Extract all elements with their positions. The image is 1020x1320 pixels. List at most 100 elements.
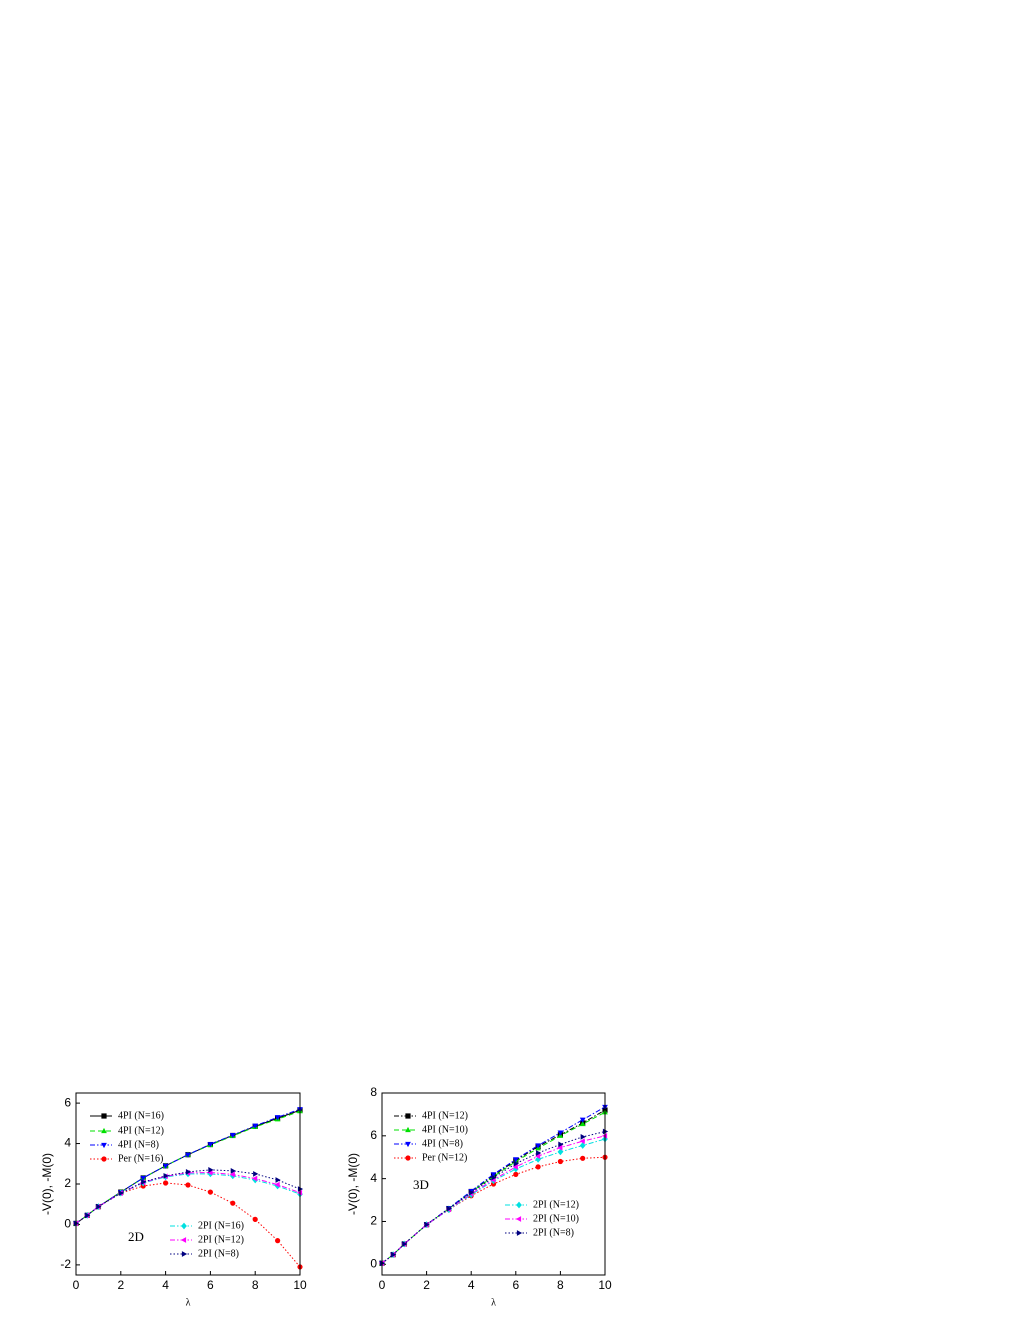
y-axis-label: -V(0), -M(0)	[346, 1153, 360, 1215]
marker	[557, 1158, 563, 1165]
y-tick-label: -2	[60, 1257, 71, 1271]
annotation: 2D	[128, 1229, 144, 1244]
marker	[557, 1148, 564, 1156]
marker	[536, 1150, 542, 1156]
x-tick-label: 2	[117, 1278, 124, 1292]
marker	[140, 1175, 147, 1182]
marker	[275, 1238, 281, 1244]
legend-label: 2PI (N=8)	[198, 1248, 239, 1259]
legend-marker	[181, 1222, 187, 1230]
legend-label: 2PI (N=12)	[533, 1199, 579, 1210]
x-tick-label: 8	[252, 1278, 259, 1292]
marker	[579, 1117, 586, 1123]
x-tick-label: 10	[293, 1278, 307, 1292]
series-line	[382, 1131, 605, 1264]
y-tick-label: 2	[64, 1176, 71, 1190]
marker	[512, 1164, 518, 1170]
y-tick-label: 4	[370, 1171, 377, 1185]
legend-label: 4PI (N=12)	[422, 1110, 468, 1121]
legend-marker	[101, 1113, 107, 1119]
legend-label: 2PI (N=10)	[533, 1213, 579, 1224]
marker	[141, 1179, 147, 1185]
marker	[252, 1123, 259, 1129]
marker	[252, 1175, 258, 1182]
marker	[229, 1132, 236, 1139]
legend-label: 4PI (N=10)	[422, 1124, 468, 1135]
x-tick-label: 0	[379, 1278, 386, 1292]
marker	[274, 1115, 281, 1121]
x-tick-label: 6	[207, 1278, 214, 1292]
marker	[602, 1128, 609, 1135]
marker	[580, 1155, 586, 1161]
legend-label: Per (N=16)	[118, 1153, 163, 1164]
y-tick-label: 0	[64, 1217, 71, 1231]
marker	[252, 1216, 258, 1222]
marker	[253, 1171, 259, 1177]
marker	[491, 1174, 497, 1181]
marker	[85, 1212, 91, 1219]
marker	[601, 1132, 608, 1139]
marker	[490, 1172, 497, 1178]
series-line	[382, 1106, 605, 1264]
x-tick-label: 8	[557, 1278, 564, 1292]
x-tick-label: 10	[598, 1278, 612, 1292]
legend-marker	[180, 1237, 187, 1243]
marker	[513, 1171, 519, 1177]
marker	[185, 1169, 192, 1175]
legend-marker	[405, 1155, 411, 1161]
marker	[379, 1260, 386, 1267]
legend-marker	[405, 1113, 411, 1119]
y-tick-label: 6	[370, 1128, 377, 1142]
marker	[96, 1203, 102, 1210]
x-axis-label: λ	[186, 1297, 191, 1308]
series-line	[76, 1108, 300, 1224]
x-tick-label: 2	[423, 1278, 430, 1292]
legend-label: 2PI (N=12)	[198, 1234, 244, 1245]
marker	[579, 1120, 586, 1127]
marker	[402, 1241, 408, 1247]
marker	[469, 1189, 475, 1196]
marker	[579, 1138, 585, 1145]
legend-marker	[101, 1142, 107, 1149]
annotation: 3D	[413, 1177, 429, 1192]
marker	[557, 1144, 563, 1151]
marker	[185, 1152, 191, 1158]
y-tick-label: 6	[64, 1095, 71, 1109]
series-line	[76, 1109, 300, 1224]
marker	[534, 1153, 541, 1160]
series-line	[76, 1169, 300, 1224]
marker	[512, 1157, 519, 1163]
plot-frame	[381, 1092, 606, 1276]
x-tick-label: 4	[468, 1278, 475, 1292]
legend-marker	[181, 1251, 188, 1257]
series-line	[76, 1110, 300, 1224]
marker	[162, 1163, 169, 1169]
y-tick-label: 4	[64, 1136, 71, 1150]
y-tick-label: 8	[370, 1085, 377, 1099]
plot-frame	[75, 1092, 301, 1276]
x-tick-label: 0	[73, 1278, 80, 1292]
marker	[230, 1167, 236, 1174]
marker	[162, 1180, 169, 1186]
marker	[73, 1220, 80, 1227]
marker	[208, 1166, 214, 1173]
marker	[558, 1141, 564, 1148]
marker	[446, 1205, 453, 1212]
series-line	[382, 1109, 605, 1264]
y-axis-label: -V(0), -M(0)	[40, 1153, 54, 1215]
marker	[229, 1171, 235, 1178]
marker	[296, 1189, 303, 1196]
legend-marker	[405, 1126, 411, 1133]
legend-marker	[515, 1216, 522, 1222]
marker	[185, 1182, 191, 1188]
legend-label: 4PI (N=12)	[118, 1125, 164, 1136]
marker	[579, 1142, 586, 1149]
marker	[513, 1160, 519, 1167]
marker	[207, 1189, 213, 1195]
legend-label: Per (N=12)	[422, 1152, 467, 1163]
marker	[274, 1181, 280, 1188]
legend-marker	[101, 1156, 107, 1162]
marker	[297, 1186, 304, 1192]
chart: 0 2 4 6 8 10 0 2 4 6 8 λ -V(0), -M(0) 3D 4PI (N=12) 4PI…	[346, 1085, 612, 1308]
